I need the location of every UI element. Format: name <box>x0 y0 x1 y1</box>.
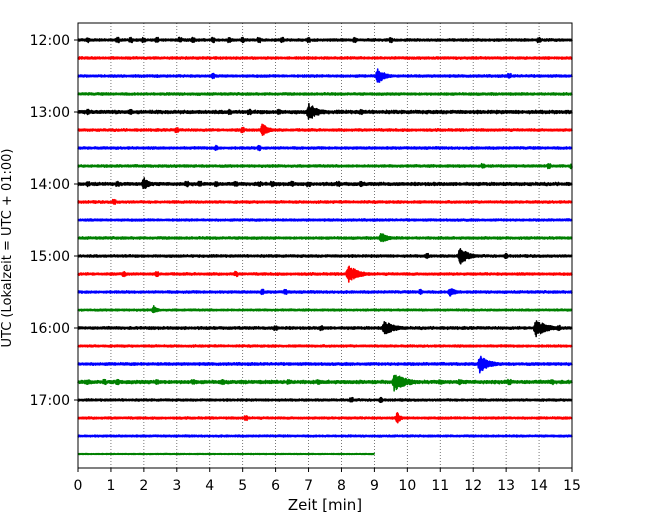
trace-1715 <box>77 411 573 424</box>
y-tick-label: 13:00 <box>30 105 70 121</box>
trace-1415 <box>77 198 573 205</box>
trace-1545 <box>77 305 573 314</box>
trace-1530 <box>77 288 573 297</box>
y-axis-title: UTC (Lokalzeit = UTC + 01:00) <box>0 149 15 348</box>
x-tick-label: 10 <box>398 478 416 494</box>
y-tick-label: 14:00 <box>30 177 70 193</box>
x-axis-title: Zeit [min] <box>288 496 362 514</box>
y-tick-label: 12:00 <box>30 33 70 49</box>
x-tick-label: 0 <box>74 478 83 494</box>
trace-1230 <box>77 68 573 83</box>
y-axis: 12:00 13:00 14:00 15:00 16:00 17:00 <box>30 33 78 409</box>
x-tick-label: 11 <box>431 478 449 494</box>
trace-1745 <box>77 452 376 456</box>
vertical-grid <box>110 23 540 468</box>
trace-1430 <box>77 218 573 222</box>
y-tick-label: 17:00 <box>30 393 70 409</box>
trace-1615 <box>77 344 573 348</box>
x-tick-label: 14 <box>530 478 548 494</box>
trace-1645 <box>77 374 573 392</box>
trace-1500 <box>77 247 573 265</box>
x-tick-label: 6 <box>271 478 280 494</box>
x-tick-label: 1 <box>106 478 115 494</box>
x-tick-label: 12 <box>464 478 482 494</box>
trace-1700 <box>77 396 573 404</box>
trace-1315 <box>77 123 573 136</box>
trace-1600 <box>77 320 573 338</box>
x-tick-label: 15 <box>563 478 581 494</box>
y-tick-label: 16:00 <box>30 321 70 337</box>
trace-1515 <box>77 265 573 283</box>
trace-1300 <box>77 102 573 120</box>
x-tick-label: 8 <box>337 478 346 494</box>
x-tick-label: 3 <box>172 478 181 494</box>
x-tick-label: 9 <box>370 478 379 494</box>
x-axis: 0 1 2 3 4 5 6 7 8 9 10 11 12 13 14 15 <box>74 468 581 494</box>
trace-1330 <box>77 144 573 152</box>
trace-1345 <box>77 162 573 170</box>
y-tick-label: 15:00 <box>30 249 70 265</box>
x-tick-label: 13 <box>497 478 515 494</box>
x-tick-label: 5 <box>238 478 247 494</box>
trace-1445 <box>77 232 573 243</box>
trace-1215 <box>77 55 573 61</box>
plot-frame <box>77 22 573 469</box>
x-tick-label: 4 <box>205 478 214 494</box>
trace-1630 <box>77 355 573 374</box>
trace-1245 <box>77 91 573 97</box>
trace-1200 <box>77 36 573 44</box>
x-tick-label: 7 <box>304 478 313 494</box>
x-tick-label: 2 <box>139 478 148 494</box>
trace-1730 <box>77 434 573 438</box>
trace-group <box>77 36 573 456</box>
trace-1400 <box>77 177 573 190</box>
